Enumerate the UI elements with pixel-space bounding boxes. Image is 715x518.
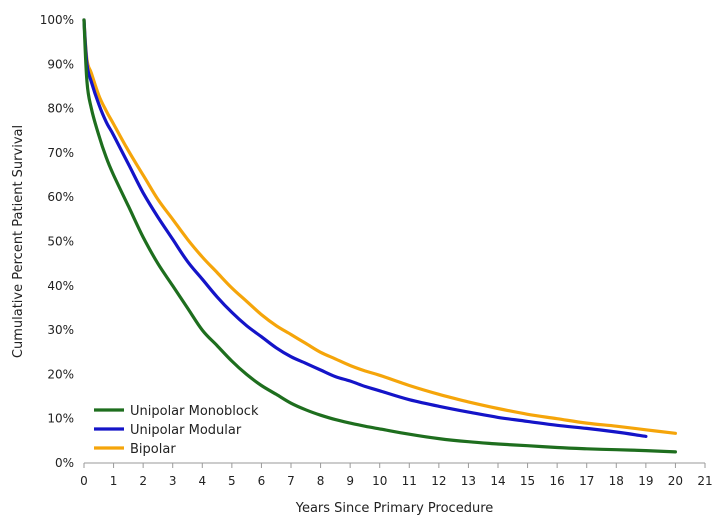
y-axis-ticks: 0% 10% 20% 30% 40% 50% 60% 70% 80% 90% 100% xyxy=(40,13,74,470)
x-tick-label: 0 xyxy=(80,474,88,488)
y-tick-label: 40% xyxy=(47,279,74,293)
y-tick-label: 80% xyxy=(47,102,74,116)
series-line-bipolar xyxy=(82,18,677,435)
y-tick-label: 100% xyxy=(40,13,74,27)
x-tick-label: 14 xyxy=(490,474,505,488)
y-tick-label: 30% xyxy=(47,323,74,337)
x-tick-label: 4 xyxy=(198,474,206,488)
x-tick-label: 12 xyxy=(431,474,446,488)
y-tick-label: 90% xyxy=(47,57,74,71)
y-tick-label: 0% xyxy=(55,456,74,470)
y-tick-label: 50% xyxy=(47,235,74,249)
x-tick-label: 19 xyxy=(638,474,653,488)
x-tick-label: 6 xyxy=(258,474,266,488)
legend-label: Bipolar xyxy=(130,442,176,457)
y-tick-label: 20% xyxy=(47,367,74,381)
x-axis-ticks: 0 1 2 3 4 5 6 7 8 9 10 11 12 13 14 15 16 17 18 19 20 21 xyxy=(80,463,713,488)
legend: Unipolar Monoblock Unipolar Modular Bipola… xyxy=(94,404,259,457)
series-line-unipolar-monoblock xyxy=(82,18,677,454)
x-tick-label: 16 xyxy=(550,474,565,488)
x-tick-label: 7 xyxy=(287,474,295,488)
x-tick-label: 2 xyxy=(139,474,147,488)
x-tick-label: 10 xyxy=(372,474,387,488)
series-line-unipolar-modular xyxy=(82,18,648,438)
x-tick-label: 9 xyxy=(346,474,354,488)
x-tick-label: 18 xyxy=(609,474,624,488)
legend-label: Unipolar Modular xyxy=(130,423,242,438)
y-tick-label: 70% xyxy=(47,146,74,160)
x-tick-label: 20 xyxy=(668,474,683,488)
x-tick-label: 8 xyxy=(317,474,325,488)
legend-label: Unipolar Monoblock xyxy=(130,404,259,419)
x-tick-label: 1 xyxy=(110,474,118,488)
x-tick-label: 11 xyxy=(402,474,417,488)
y-tick-label: 60% xyxy=(47,190,74,204)
x-tick-label: 3 xyxy=(169,474,177,488)
x-tick-label: 5 xyxy=(228,474,236,488)
x-tick-label: 17 xyxy=(579,474,594,488)
plot-lines xyxy=(82,18,677,454)
y-tick-label: 10% xyxy=(47,412,74,426)
y-axis-title: Cumulative Percent Patient Survival xyxy=(11,125,26,358)
x-tick-label: 21 xyxy=(697,474,712,488)
x-tick-label: 15 xyxy=(520,474,535,488)
x-tick-label: 13 xyxy=(461,474,476,488)
x-axis-title: Years Since Primary Procedure xyxy=(295,501,494,516)
